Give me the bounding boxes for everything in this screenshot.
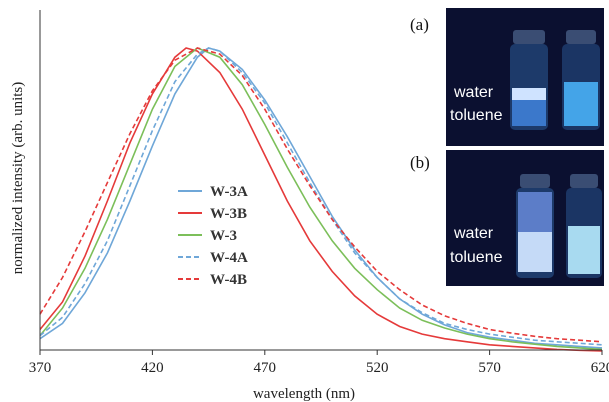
series-line-w-3b: [39, 47, 603, 352]
panel-b-water-label: water: [453, 225, 494, 242]
series-line-w-4b: [39, 47, 603, 343]
series-line-w-3a: [39, 47, 603, 349]
x-tick-label: 420: [141, 360, 164, 376]
series-line-w-3: [39, 47, 603, 351]
x-tick-label: 520: [366, 360, 389, 376]
x-tick-label: 620: [591, 360, 609, 376]
legend: W-3A W-3B W-3 W-4A W-4B: [178, 184, 248, 288]
panel-label-b: (b): [410, 153, 430, 172]
legend-label-w-3a: W-3A: [210, 184, 248, 200]
panel-a-toluene-label: toluene: [450, 107, 503, 124]
x-tick-label: 370: [29, 360, 52, 376]
legend-label-w-3b: W-3B: [210, 206, 247, 222]
legend-label-w-4b: W-4B: [210, 272, 247, 288]
y-axis-title: normalized intensity (arb. units): [10, 82, 26, 274]
photo-panel-a: (a) water toluene: [410, 8, 604, 146]
panel-a-water-label: water: [453, 84, 494, 101]
x-axis-title: wavelength (nm): [253, 386, 355, 402]
series-line-w-4a: [39, 47, 603, 346]
panel-b-toluene-label: toluene: [450, 249, 503, 266]
legend-label-w-4a: W-4A: [210, 250, 248, 266]
photo-panel-b: (b) water toluene: [410, 150, 604, 286]
x-tick-label: 570: [478, 360, 501, 376]
x-tick-label: 470: [254, 360, 277, 376]
legend-label-w-3: W-3: [210, 228, 237, 244]
panel-label-a: (a): [410, 15, 429, 34]
